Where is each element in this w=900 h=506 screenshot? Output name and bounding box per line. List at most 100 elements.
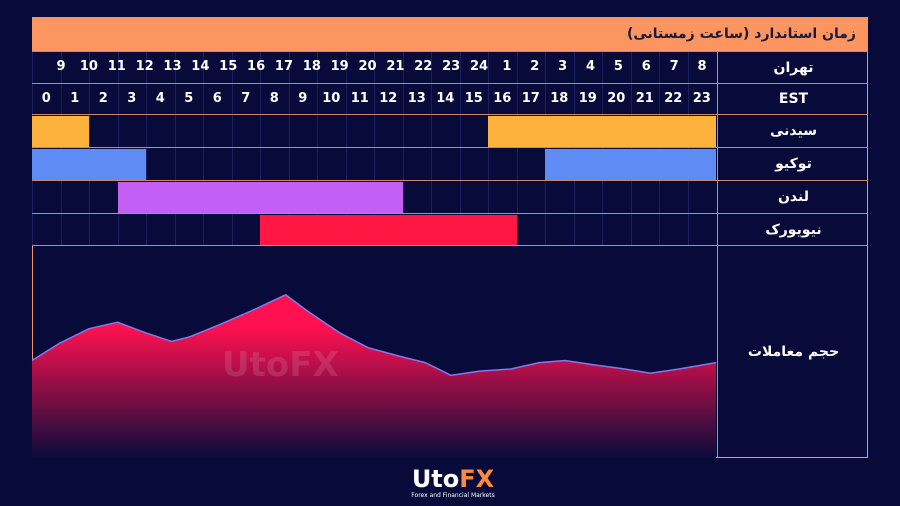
grid-cell (117, 84, 148, 114)
volume-point (715, 362, 717, 364)
grid-cell (174, 148, 176, 180)
volume-point (339, 332, 341, 334)
grid-cell (288, 52, 319, 83)
grid-cell (659, 214, 660, 245)
tehran-hour: 24 (470, 59, 489, 74)
grid-cell (630, 214, 632, 245)
grid-cell (60, 214, 62, 245)
grid-cell (231, 115, 233, 147)
volume-point (538, 362, 540, 364)
volume-point (564, 359, 566, 361)
grid-cell (402, 148, 404, 180)
volume-point (478, 370, 480, 372)
grid-cell (431, 148, 432, 180)
grid-cell (516, 148, 518, 180)
volume-point (171, 340, 173, 342)
volume-point (219, 323, 221, 325)
grid-cell (345, 115, 347, 147)
est-hour: 22 (664, 91, 683, 106)
grid-cell (146, 84, 176, 114)
newyork-session-bar (260, 215, 517, 245)
est-row: 0 1 2 3 4 5 6 7 8 9 10 11 12 13 14 15 16 17 18 19 20 21 22 23 E… (32, 83, 868, 114)
est-hour: 8 (269, 91, 279, 106)
grid-cell (32, 84, 62, 114)
grid-cell (659, 181, 660, 213)
grid-cell (32, 52, 62, 83)
london-row: لندن (32, 180, 868, 213)
volume-point (188, 336, 190, 338)
grid-cell (459, 181, 461, 213)
grid-cell (630, 52, 661, 83)
grid-cell (146, 115, 147, 147)
volume-point (367, 347, 369, 349)
grid-cell (174, 214, 176, 245)
grid-cell (231, 148, 233, 180)
est-hour: 7 (241, 91, 251, 106)
grid-cell (687, 214, 689, 245)
volume-point (58, 343, 60, 345)
grid-cell (431, 52, 461, 83)
grid-cell (516, 214, 518, 245)
grid-cell (488, 148, 489, 180)
grid-cell (146, 148, 147, 180)
tokyo-session-bar (545, 149, 716, 180)
est-hour: 16 (493, 91, 512, 106)
grid-cell (288, 115, 290, 147)
grid-cell (89, 181, 90, 213)
grid-cell (60, 84, 91, 114)
grid-cell (659, 52, 689, 83)
tehran-hour: 10 (79, 59, 98, 74)
sydney-label: سیدنی (717, 115, 869, 147)
grid-cell (602, 181, 603, 213)
utofx-logo: UtoFX Forex and Financial Markets (408, 466, 498, 499)
tehran-hour: 11 (107, 59, 126, 74)
volume-point (145, 332, 147, 334)
grid-cell (687, 84, 718, 114)
grid-cell (260, 115, 261, 147)
volume-label: حجم معاملات (717, 246, 869, 458)
sydney-session-bar (488, 116, 716, 147)
grid-cell (60, 181, 62, 213)
tehran-hour: 12 (135, 59, 154, 74)
grid-cell (488, 84, 518, 114)
grid-cell (345, 52, 376, 83)
grid-cell (459, 148, 461, 180)
grid-cell (459, 115, 461, 147)
grid-cell (459, 52, 490, 83)
grid-cell (89, 84, 119, 114)
grid-cell (174, 115, 176, 147)
grid-cell (317, 148, 318, 180)
volume-point (399, 355, 401, 357)
grid-cell (602, 84, 632, 114)
est-hour: 6 (212, 91, 222, 106)
tehran-hour: 20 (358, 59, 377, 74)
grid-cell (374, 115, 375, 147)
grid-cell (573, 52, 604, 83)
tehran-hour: 21 (386, 59, 405, 74)
est-hour: 4 (155, 91, 165, 106)
est-hour: 18 (550, 91, 569, 106)
tehran-hour: 9 (56, 59, 66, 74)
grid-cell (32, 181, 33, 213)
tehran-hour: 15 (219, 59, 238, 74)
watermark-logo: UtoFX (222, 345, 339, 385)
london-label: لندن (717, 181, 869, 213)
grid-cell (89, 214, 90, 245)
newyork-label: نیویورک (717, 214, 869, 245)
grid-cell (345, 148, 347, 180)
est-hour: 11 (350, 91, 369, 106)
volume-point (510, 368, 512, 370)
grid-cell (203, 84, 233, 114)
est-hour: 23 (692, 91, 711, 106)
grid-cell (402, 181, 404, 213)
est-label: EST (717, 84, 869, 114)
est-hour: 2 (98, 91, 108, 106)
grid-cell (203, 52, 233, 83)
est-hour: 0 (41, 91, 51, 106)
grid-cell (231, 52, 262, 83)
grid-cell (573, 84, 604, 114)
grid-cell (231, 214, 233, 245)
grid-cell (573, 214, 575, 245)
tokyo-session-bar (32, 149, 146, 180)
volume-point (32, 359, 33, 361)
